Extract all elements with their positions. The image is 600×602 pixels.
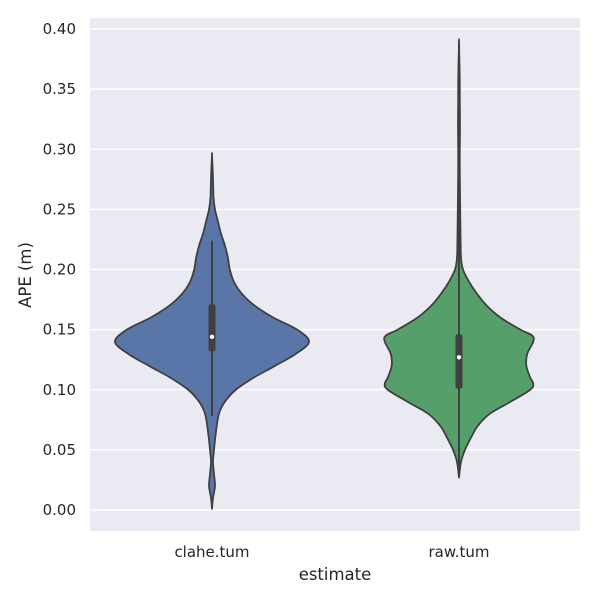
y-tick-label: 0.05: [43, 441, 76, 459]
x-tick-label: raw.tum: [428, 543, 489, 561]
y-tick-label: 0.00: [43, 501, 76, 519]
y-tick-label: 0.40: [43, 20, 76, 38]
y-tick-label: 0.15: [43, 321, 76, 339]
violin-median-marker: [209, 334, 215, 340]
y-tick-label: 0.30: [43, 140, 76, 158]
violin-iqr-box: [208, 304, 216, 352]
x-axis-ticks: clahe.tum raw.tum: [174, 543, 489, 561]
y-tick-label: 0.10: [43, 381, 76, 399]
y-tick-label: 0.25: [43, 200, 76, 218]
violin-raw-tum: [383, 38, 535, 479]
violin-clahe-tum: [114, 152, 310, 510]
y-tick-label: 0.35: [43, 80, 76, 98]
x-tick-label: clahe.tum: [174, 543, 249, 561]
x-axis-title: estimate: [299, 565, 372, 584]
y-tick-label: 0.20: [43, 261, 76, 279]
y-axis-title: APE (m): [16, 242, 35, 308]
y-axis-ticks: 0.00 0.05 0.10 0.15 0.20 0.25 0.30 0.35 0.40: [43, 20, 76, 519]
plot-background: [90, 18, 580, 531]
violin-median-marker: [456, 355, 462, 360]
violin-iqr-box: [455, 334, 463, 389]
violins: [114, 38, 535, 510]
